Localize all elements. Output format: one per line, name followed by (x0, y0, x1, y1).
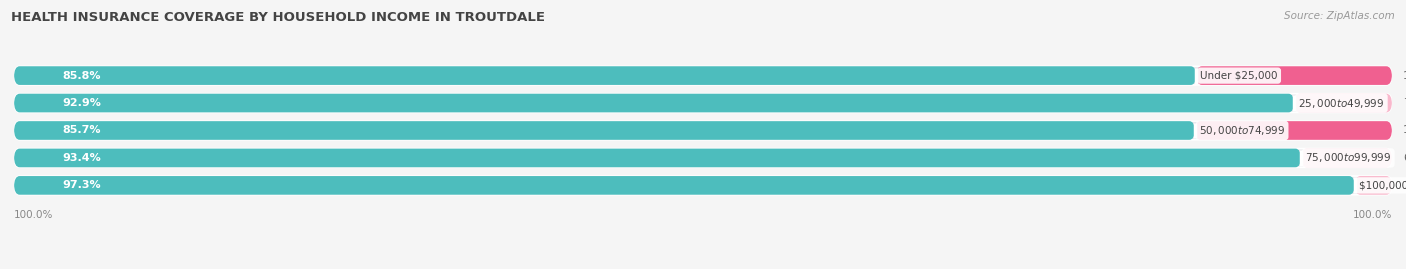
FancyBboxPatch shape (14, 148, 1301, 167)
Text: 97.3%: 97.3% (62, 180, 101, 190)
Text: 14.2%: 14.2% (1403, 70, 1406, 81)
FancyBboxPatch shape (14, 121, 1195, 140)
FancyBboxPatch shape (1355, 176, 1392, 195)
FancyBboxPatch shape (14, 94, 1294, 112)
Text: Source: ZipAtlas.com: Source: ZipAtlas.com (1284, 11, 1395, 21)
FancyBboxPatch shape (1294, 94, 1392, 112)
Text: 6.6%: 6.6% (1403, 153, 1406, 163)
Text: 7.1%: 7.1% (1403, 98, 1406, 108)
Text: $50,000 to $74,999: $50,000 to $74,999 (1199, 124, 1285, 137)
FancyBboxPatch shape (14, 121, 1392, 140)
Text: 100.0%: 100.0% (14, 210, 53, 220)
FancyBboxPatch shape (1195, 121, 1392, 140)
Text: 100.0%: 100.0% (1353, 210, 1392, 220)
Text: $25,000 to $49,999: $25,000 to $49,999 (1298, 97, 1385, 109)
FancyBboxPatch shape (14, 94, 1392, 112)
FancyBboxPatch shape (14, 66, 1392, 85)
Text: 14.3%: 14.3% (1403, 126, 1406, 136)
Text: 85.8%: 85.8% (62, 70, 101, 81)
Text: HEALTH INSURANCE COVERAGE BY HOUSEHOLD INCOME IN TROUTDALE: HEALTH INSURANCE COVERAGE BY HOUSEHOLD I… (11, 11, 546, 24)
FancyBboxPatch shape (14, 176, 1355, 195)
Text: Under $25,000: Under $25,000 (1201, 70, 1278, 81)
Text: 85.7%: 85.7% (62, 126, 101, 136)
Text: $75,000 to $99,999: $75,000 to $99,999 (1305, 151, 1392, 164)
FancyBboxPatch shape (1197, 66, 1392, 85)
Text: 2.7%: 2.7% (1403, 180, 1406, 190)
FancyBboxPatch shape (14, 148, 1392, 167)
FancyBboxPatch shape (1301, 148, 1392, 167)
Text: $100,000 and over: $100,000 and over (1358, 180, 1406, 190)
FancyBboxPatch shape (14, 176, 1392, 195)
Text: 92.9%: 92.9% (62, 98, 101, 108)
Text: 93.4%: 93.4% (62, 153, 101, 163)
FancyBboxPatch shape (14, 66, 1197, 85)
